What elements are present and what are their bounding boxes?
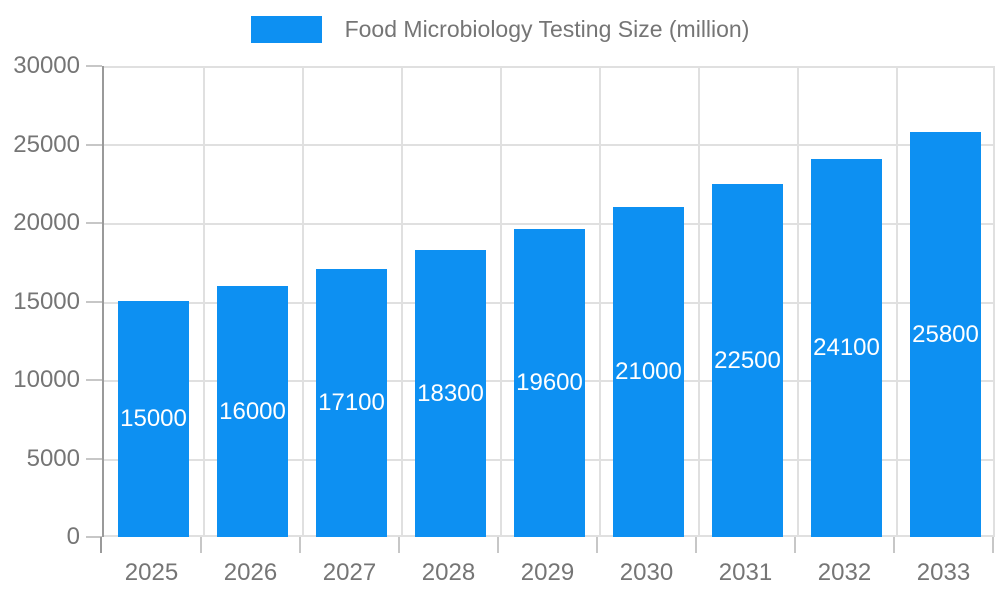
y-axis-label-30000: 30000	[13, 52, 80, 79]
bar-2025: 15000	[118, 301, 189, 537]
x-axis-label-2026: 2026	[223, 559, 278, 586]
plot-area: 15000 16000 17100 18300 19600 21000 22500 24100…	[102, 66, 995, 537]
x-axis-label-2032: 2032	[817, 559, 872, 586]
x-axis-tick	[299, 537, 301, 553]
x-axis-label-2033: 2033	[916, 559, 971, 586]
v-gridline	[203, 66, 205, 537]
bar-2028: 18300	[415, 250, 486, 537]
y-axis-tick	[86, 458, 102, 460]
x-axis-label-2031: 2031	[718, 559, 773, 586]
y-axis-tick	[86, 65, 102, 67]
bar-2027: 17100	[316, 269, 387, 537]
x-axis-tick	[794, 537, 796, 553]
y-axis-label-25000: 25000	[13, 131, 80, 158]
v-gridline	[698, 66, 700, 537]
y-axis-tick	[86, 144, 102, 146]
bar-value-label: 24100	[813, 334, 880, 361]
bar-2033: 25800	[910, 132, 981, 537]
bar-2030: 21000	[613, 207, 684, 537]
y-axis-label-5000: 5000	[26, 445, 80, 472]
y-axis-label-0: 0	[66, 523, 80, 550]
v-gridline	[401, 66, 403, 537]
x-axis-tick	[992, 537, 994, 553]
x-axis-tick	[497, 537, 499, 553]
x-axis-tick	[695, 537, 697, 553]
v-gridline	[993, 66, 995, 537]
bar-value-label: 17100	[318, 389, 385, 416]
bar-value-label: 25800	[912, 320, 979, 348]
y-axis-tick	[86, 222, 102, 224]
v-gridline	[302, 66, 304, 537]
y-axis-tick	[86, 536, 102, 538]
bar-value-label: 22500	[714, 346, 781, 374]
v-gridline	[896, 66, 898, 537]
x-axis-label-2027: 2027	[322, 559, 377, 586]
h-gridline-25000	[104, 144, 995, 146]
bar-value-label: 16000	[219, 397, 286, 425]
x-axis-label-2029: 2029	[520, 559, 575, 586]
y-axis-tick	[86, 301, 102, 303]
bar-2032: 24100	[811, 159, 882, 537]
x-axis-label-2028: 2028	[421, 559, 476, 586]
bar-value-label: 19600	[516, 369, 583, 396]
bar-2029: 19600	[514, 229, 585, 537]
legend-label: Food Microbiology Testing Size (million)	[344, 16, 750, 42]
h-gridline-30000	[104, 66, 995, 68]
legend-swatch	[250, 16, 322, 43]
v-gridline	[500, 66, 502, 537]
h-gridline-20000	[104, 223, 995, 225]
x-axis-tick	[596, 537, 598, 553]
v-gridline	[599, 66, 601, 537]
x-axis-tick	[398, 537, 400, 553]
y-axis-label-15000: 15000	[13, 288, 80, 315]
x-axis-label-2030: 2030	[619, 559, 674, 586]
y-axis-tick	[86, 379, 102, 381]
v-gridline	[797, 66, 799, 537]
x-axis-tick	[100, 537, 102, 553]
bar-value-label: 21000	[615, 358, 682, 385]
y-axis-label-10000: 10000	[13, 366, 80, 393]
y-axis-label-20000: 20000	[13, 209, 80, 236]
bar-2026: 16000	[217, 286, 288, 537]
bar-value-label: 15000	[120, 405, 187, 432]
x-axis-label-2025: 2025	[124, 559, 179, 586]
bar-2031: 22500	[712, 184, 783, 537]
chart-legend: Food Microbiology Testing Size (million)	[0, 16, 1000, 43]
bar-value-label: 18300	[417, 379, 484, 407]
x-axis-tick	[893, 537, 895, 553]
x-axis-tick	[200, 537, 202, 553]
